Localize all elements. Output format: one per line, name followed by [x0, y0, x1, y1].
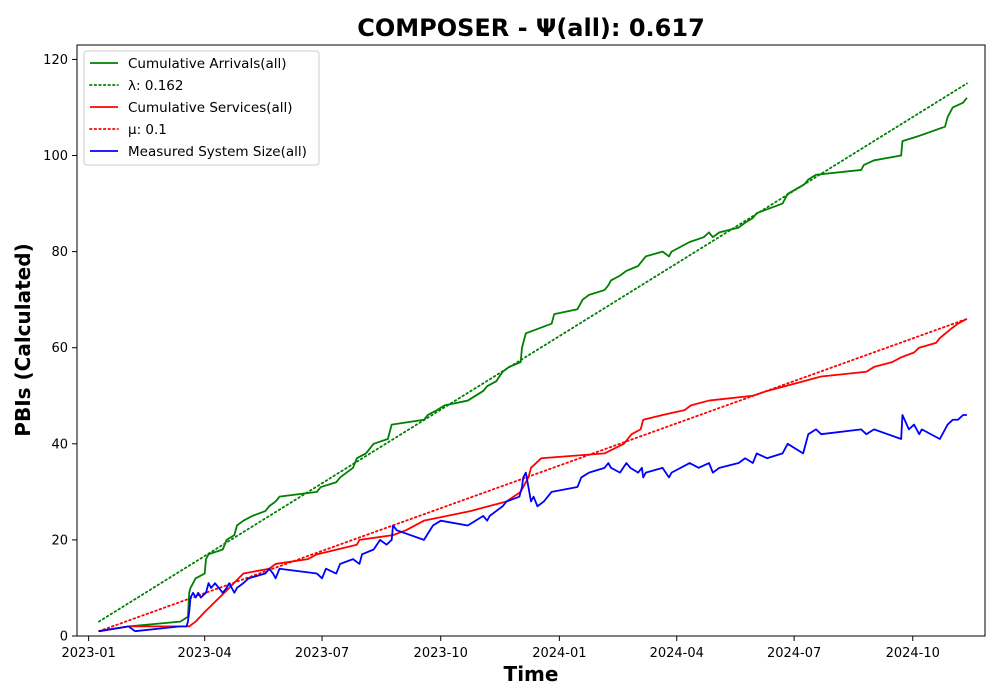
- y-tick-label: 80: [51, 245, 68, 260]
- y-axis: 0 20 40 60 80 100 120: [43, 53, 77, 645]
- y-tick-label: 60: [51, 341, 68, 356]
- legend-label: Cumulative Services(all): [128, 100, 293, 116]
- services-line: [98, 318, 968, 633]
- y-tick-label: 20: [51, 533, 68, 548]
- x-tick-label: 2024-04: [650, 646, 704, 661]
- y-axis-label: PBIs (Calculated): [11, 243, 35, 436]
- arrivals-line: [98, 97, 968, 633]
- y-tick-label: 120: [43, 53, 68, 68]
- chart-title: COMPOSER - Ψ(all): 0.617: [357, 14, 705, 42]
- x-tick-label: 2024-07: [767, 646, 821, 661]
- x-axis-label: Time: [504, 662, 559, 686]
- system-size-line: [98, 414, 967, 633]
- axes-frame: [76, 44, 986, 637]
- y-tick-label: 0: [60, 630, 68, 645]
- legend-label: λ: 0.162: [128, 78, 183, 94]
- x-tick-label: 2023-04: [178, 646, 232, 661]
- y-tick-label: 40: [51, 437, 68, 452]
- legend-label: μ: 0.1: [128, 122, 167, 138]
- x-tick-label: 2024-10: [886, 646, 940, 661]
- x-tick-label: 2023-10: [414, 646, 468, 661]
- arrival-rate-line: [98, 82, 968, 623]
- x-tick-label: 2024-01: [532, 646, 586, 661]
- x-tick-label: 2023-01: [61, 646, 115, 661]
- x-tick-label: 2023-07: [295, 646, 349, 661]
- service-rate-line: [98, 317, 968, 633]
- plot-area: [98, 82, 968, 633]
- legend-label: Cumulative Arrivals(all): [128, 56, 287, 72]
- y-tick-label: 100: [43, 149, 68, 164]
- x-axis: 2023-01 2023-04 2023-07 2023-10 2024-01 2024-…: [61, 636, 940, 661]
- legend-label: Measured System Size(all): [128, 144, 307, 160]
- legend: Cumulative Arrivals(all) λ: 0.162 Cumulati…: [83, 50, 320, 166]
- legend-box: [83, 50, 320, 166]
